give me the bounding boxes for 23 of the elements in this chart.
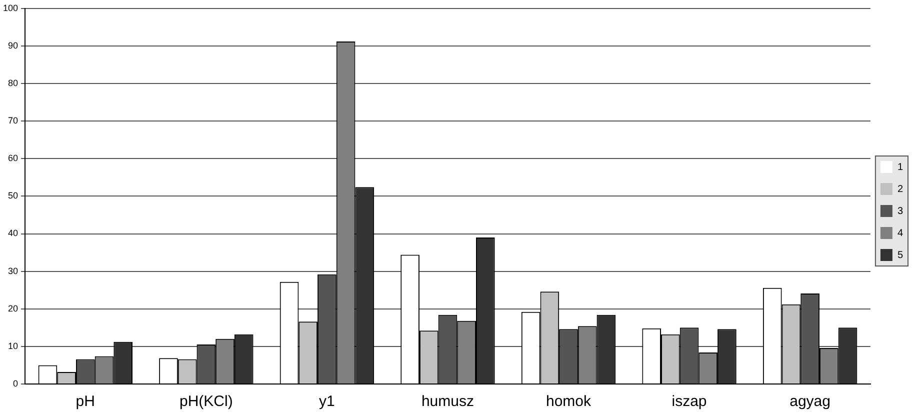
y-tick-label: 20 <box>8 303 18 314</box>
legend-label: 3 <box>897 206 904 217</box>
y-tick-label: 100 <box>2 2 18 13</box>
y-tick-label: 50 <box>8 190 18 201</box>
y-tick-label: 10 <box>8 340 18 351</box>
y-tick-label: 70 <box>8 116 18 126</box>
y-tick-label: 90 <box>8 40 18 50</box>
x-tick-label: pH <box>76 393 95 410</box>
legend-label: 5 <box>897 250 904 261</box>
y-tick-label: 80 <box>8 78 18 88</box>
x-tick-label: homok <box>546 393 592 410</box>
y-tick-label: 30 <box>8 266 18 276</box>
x-tick-label: agyag <box>790 393 830 410</box>
y-tick-label: 60 <box>8 153 18 164</box>
y-tick-label: 0 <box>13 378 18 388</box>
legend-label: 1 <box>897 162 904 173</box>
legend-label: 2 <box>897 184 904 195</box>
x-tick-label: pH(KCl) <box>180 393 233 410</box>
y-tick-label: 40 <box>8 228 18 238</box>
x-tick-label: humusz <box>421 393 474 410</box>
x-tick-label: y1 <box>319 393 335 410</box>
x-tick-label: iszap <box>672 393 707 410</box>
legend-label: 4 <box>897 228 904 239</box>
